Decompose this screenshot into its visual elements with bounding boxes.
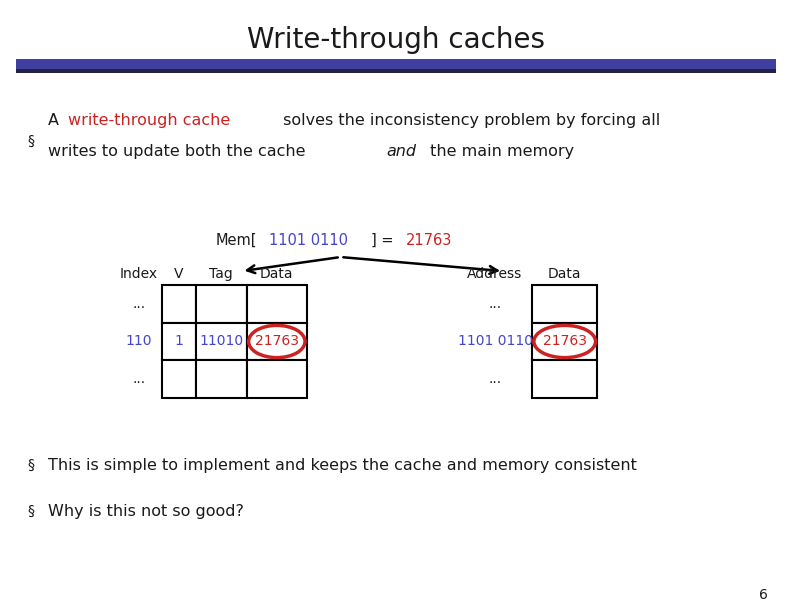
- Bar: [196, 360, 247, 398]
- Text: §: §: [28, 458, 35, 472]
- Bar: [162, 323, 196, 360]
- Text: This is simple to implement and keeps the cache and memory consistent: This is simple to implement and keeps th…: [48, 458, 637, 472]
- Bar: [247, 360, 307, 398]
- Bar: [247, 323, 307, 360]
- Text: §: §: [28, 134, 35, 147]
- Text: 11010: 11010: [200, 335, 243, 348]
- Text: Mem[: Mem[: [215, 233, 257, 248]
- Text: Index: Index: [120, 267, 158, 280]
- Text: §: §: [28, 504, 35, 518]
- Bar: [196, 323, 247, 360]
- Text: 6: 6: [760, 588, 768, 602]
- Bar: [196, 285, 247, 323]
- Text: ...: ...: [489, 297, 501, 310]
- Text: V: V: [174, 267, 184, 280]
- Text: Data: Data: [548, 267, 581, 280]
- Text: writes to update both the cache: writes to update both the cache: [48, 144, 310, 159]
- Text: Data: Data: [260, 267, 294, 280]
- Text: Tag: Tag: [210, 267, 233, 280]
- Text: 1101 0110: 1101 0110: [458, 335, 532, 348]
- Text: ] =: ] =: [371, 233, 398, 248]
- Text: 21763: 21763: [543, 335, 587, 348]
- Bar: [16, 69, 776, 73]
- Bar: [162, 360, 196, 398]
- Text: solves the inconsistency problem by forcing all: solves the inconsistency problem by forc…: [278, 113, 660, 129]
- Text: ...: ...: [132, 297, 145, 310]
- Text: 21763: 21763: [406, 233, 452, 248]
- Text: ...: ...: [489, 373, 501, 386]
- Bar: [162, 285, 196, 323]
- Text: Address: Address: [467, 267, 523, 280]
- Text: and: and: [386, 144, 417, 159]
- Text: 1101 0110: 1101 0110: [269, 233, 348, 248]
- Text: Why is this not so good?: Why is this not so good?: [48, 504, 243, 518]
- Text: 110: 110: [125, 335, 152, 348]
- Text: ...: ...: [132, 373, 145, 386]
- Text: 1: 1: [174, 335, 184, 348]
- Text: 21763: 21763: [255, 335, 299, 348]
- Text: the main memory: the main memory: [425, 144, 574, 159]
- Bar: [532, 323, 597, 360]
- Text: A: A: [48, 113, 63, 129]
- Bar: [532, 360, 597, 398]
- Bar: [16, 59, 776, 70]
- Bar: [532, 285, 597, 323]
- Text: Write-through caches: Write-through caches: [247, 26, 545, 54]
- Text: write-through cache: write-through cache: [68, 113, 230, 129]
- Bar: [247, 285, 307, 323]
